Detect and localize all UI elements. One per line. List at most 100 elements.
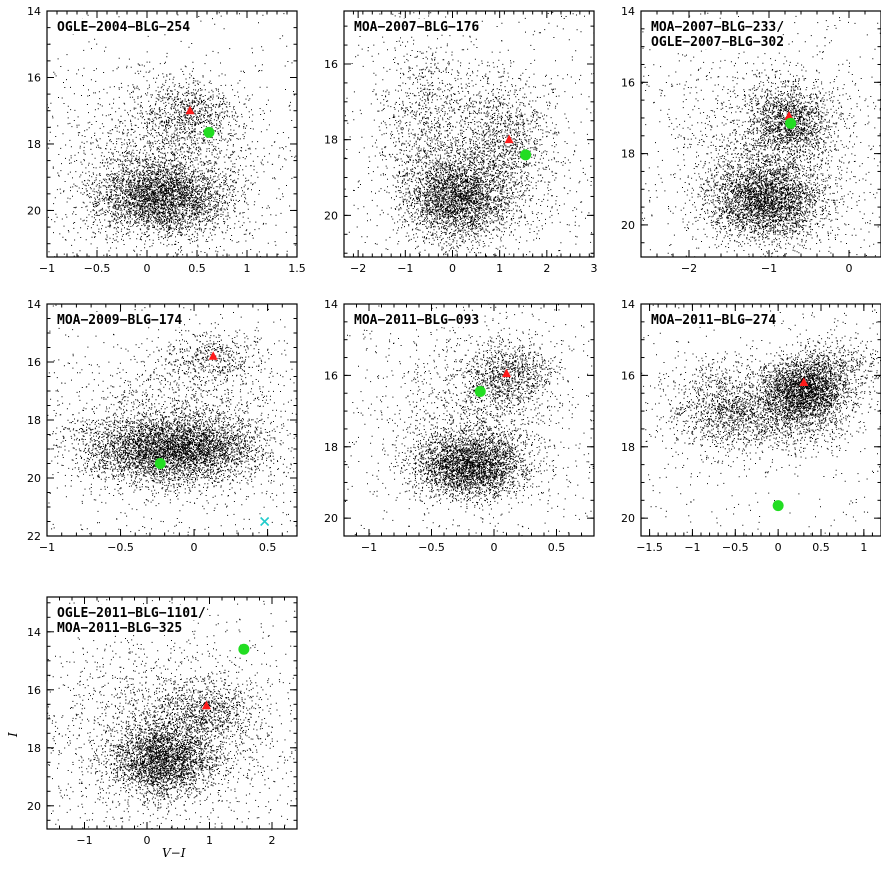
panel-title: OGLE−2004−BLG−254 — [57, 20, 190, 35]
x-tick-label: −1 — [76, 834, 92, 847]
x-tick-label: 0.5 — [812, 541, 830, 554]
x-tick-label: 1 — [860, 541, 867, 554]
y-tick-label: 18 — [621, 441, 635, 454]
y-tick-label: 14 — [621, 5, 635, 18]
x-tick-label: −1 — [397, 262, 413, 275]
star-points — [47, 304, 297, 536]
panel-title-bg — [54, 605, 205, 620]
plot-frame — [46, 10, 298, 258]
panel-title-bg — [54, 620, 181, 635]
source-marker — [772, 500, 784, 512]
x-tick-label: −1 — [361, 541, 377, 554]
panel-title-bg — [648, 34, 783, 49]
cmd-panel-7: −1 0 1 214161820OGLE−2011−BLG−1101/MOA−2011… — [27, 596, 298, 847]
y-tick-label: 18 — [621, 148, 635, 161]
star-points — [641, 304, 881, 536]
x-tick-label: −0.5 — [84, 262, 111, 275]
y-tick-label: 16 — [324, 369, 338, 382]
y-tick-label: 16 — [621, 76, 635, 89]
source-marker — [238, 643, 250, 655]
y-tick-label: 22 — [27, 530, 41, 543]
panel-title-bg — [648, 312, 775, 327]
panel-title-bg — [648, 19, 783, 34]
x-axis-label: V−I — [162, 846, 186, 860]
x-tick-label: 0 — [846, 262, 853, 275]
panel-title: MOA−2011−BLG−325 — [57, 621, 182, 636]
panel-title: MOA−2011−BLG−093 — [354, 313, 479, 328]
y-tick-label: 20 — [27, 204, 41, 217]
source-marker — [520, 149, 532, 161]
source-marker — [474, 385, 486, 397]
y-tick-label: 14 — [27, 298, 41, 311]
y-tick-label: 16 — [27, 684, 41, 697]
y-tick-label: 20 — [621, 219, 635, 232]
y-tick-label: 16 — [27, 71, 41, 84]
plot-frame — [640, 10, 881, 258]
x-tick-label: −0.5 — [418, 541, 445, 554]
star-points — [641, 12, 881, 257]
x-tick-label: 0.5 — [548, 541, 566, 554]
x-tick-label: 2 — [269, 834, 276, 847]
panel-title: MOA−2007−BLG−176 — [354, 20, 479, 35]
cmd-panel-5: −1 −0.5 0 0.5 14 16 18 20 MOA−2011−BLG−093 — [324, 298, 595, 554]
x-tick-label: −1 — [39, 541, 55, 554]
y-tick-label: 14 — [27, 5, 41, 18]
panel-title-bg — [351, 19, 478, 34]
plot-frame — [343, 10, 595, 258]
red-clump-marker — [504, 134, 514, 144]
x-tick-label: −2 — [681, 262, 697, 275]
panel-title-bg — [54, 19, 189, 34]
red-clump-marker — [201, 700, 211, 710]
x-tick-label: 3 — [591, 262, 598, 275]
y-tick-label: 20 — [324, 209, 338, 222]
y-tick-label: 18 — [27, 742, 41, 755]
cmd-panel-2: −2 −1 0 1 2 3 16 18 20 MOA−2007−BLG−176 — [324, 10, 598, 275]
y-tick-label: 16 — [27, 356, 41, 369]
x-tick-label: 1 — [496, 262, 503, 275]
y-tick-label: 14 — [27, 626, 41, 639]
x-tick-label: 2 — [543, 262, 550, 275]
y-tick-label: 14 — [324, 298, 338, 311]
star-points — [47, 597, 297, 829]
x-tick-label: 1 — [244, 262, 251, 275]
panel-title: MOA−2007−BLG−233/ — [651, 20, 784, 35]
x-tick-label: 0.5 — [188, 262, 206, 275]
x-tick-label: 0 — [449, 262, 456, 275]
panel-title-bg — [54, 312, 181, 327]
cmd-panel-6: −1.5 −1 −0.5 0 0.5 1 14 16 18 20 MOA−2011−BLG−274 — [621, 298, 881, 554]
y-tick-label: 18 — [324, 441, 338, 454]
x-tick-label: 0 — [144, 834, 151, 847]
panel-title: OGLE−2011−BLG−1101/ — [57, 606, 206, 621]
y-tick-label: 20 — [621, 512, 635, 525]
red-clump-marker — [185, 105, 195, 115]
x-tick-label: 0 — [491, 541, 498, 554]
x-tick-label: −1 — [761, 262, 777, 275]
x-tick-label: −1.5 — [636, 541, 663, 554]
panel-title: MOA−2009−BLG−174 — [57, 313, 182, 328]
source-marker — [203, 126, 215, 138]
x-tick-label: −0.5 — [107, 541, 134, 554]
cross-marker — [260, 516, 270, 527]
panel-title-bg — [351, 312, 478, 327]
red-clump-marker — [208, 351, 218, 360]
cmd-panel-3: −2 −1 0 14 16 18 20 MOA−2007−BLG−233/OGLE−2007−… — [621, 5, 881, 275]
y-tick-label: 16 — [621, 369, 635, 382]
y-tick-label: 20 — [27, 472, 41, 485]
y-axis-label: I — [6, 732, 20, 738]
red-clump-marker — [784, 111, 794, 120]
x-tick-label: 1.5 — [288, 262, 306, 275]
x-tick-label: 0 — [144, 262, 151, 275]
cmd-panel-1: −1 −0.5 0 0.5 1 1.5 14 16 18 20 OGLE−2004−BLG−254 — [27, 5, 306, 275]
plot-frame — [640, 303, 881, 537]
source-marker — [785, 117, 797, 129]
panel-title: MOA−2011−BLG−274 — [651, 313, 776, 328]
y-tick-label: 18 — [324, 134, 338, 147]
y-tick-label: 20 — [324, 512, 338, 525]
x-tick-label: −0.5 — [722, 541, 749, 554]
red-clump-marker — [502, 368, 511, 378]
x-tick-label: −1 — [39, 262, 55, 275]
y-tick-label: 20 — [27, 800, 41, 813]
y-tick-label: 18 — [27, 138, 41, 151]
y-tick-label: 14 — [621, 298, 635, 311]
